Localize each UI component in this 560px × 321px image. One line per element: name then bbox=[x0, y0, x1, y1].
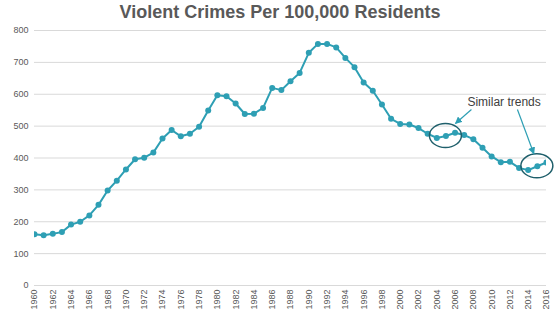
svg-text:700: 700 bbox=[13, 57, 28, 67]
html-text:Violent Crimes Per 100,000 Res: Violent Crimes Per 100,000 Residents bbox=[119, 2, 441, 22]
svg-text:300: 300 bbox=[13, 185, 28, 195]
svg-text:1992: 1992 bbox=[322, 290, 332, 310]
svg-text:1996: 1996 bbox=[359, 290, 369, 310]
svg-text:1988: 1988 bbox=[285, 290, 295, 310]
svg-text:2000: 2000 bbox=[395, 290, 405, 310]
svg-text:1980: 1980 bbox=[212, 290, 222, 310]
svg-text:1990: 1990 bbox=[304, 290, 314, 310]
svg-text:2014: 2014 bbox=[523, 290, 533, 310]
svg-text:2002: 2002 bbox=[413, 290, 423, 310]
svg-text:2008: 2008 bbox=[468, 290, 478, 310]
svg-text:2016: 2016 bbox=[541, 290, 551, 310]
svg-text:Similar trends: Similar trends bbox=[467, 95, 540, 109]
svg-text:1966: 1966 bbox=[84, 290, 94, 310]
svg-text:1976: 1976 bbox=[176, 290, 186, 310]
svg-text:1998: 1998 bbox=[377, 290, 387, 310]
svg-text:1994: 1994 bbox=[340, 290, 350, 310]
svg-text:0: 0 bbox=[23, 280, 28, 290]
svg-text:1974: 1974 bbox=[157, 290, 167, 310]
svg-text:200: 200 bbox=[13, 217, 28, 227]
svg-text:400: 400 bbox=[13, 153, 28, 163]
svg-text:2004: 2004 bbox=[432, 290, 442, 310]
svg-text:1968: 1968 bbox=[103, 290, 113, 310]
svg-text:1986: 1986 bbox=[267, 290, 277, 310]
svg-text:500: 500 bbox=[13, 121, 28, 131]
svg-text:800: 800 bbox=[13, 25, 28, 35]
svg-text:1982: 1982 bbox=[231, 290, 241, 310]
svg-text:2010: 2010 bbox=[487, 290, 497, 310]
svg-text:2012: 2012 bbox=[505, 290, 515, 310]
svg-text:1962: 1962 bbox=[48, 290, 58, 310]
svg-text:1972: 1972 bbox=[139, 290, 149, 310]
svg-text:2006: 2006 bbox=[450, 290, 460, 310]
svg-text:1984: 1984 bbox=[249, 290, 259, 310]
svg-text:1970: 1970 bbox=[121, 290, 131, 310]
svg-text:1978: 1978 bbox=[194, 290, 204, 310]
svg-text:1964: 1964 bbox=[66, 290, 76, 310]
svg-text:100: 100 bbox=[13, 249, 28, 259]
svg-text:600: 600 bbox=[13, 89, 28, 99]
svg-text:1960: 1960 bbox=[29, 290, 39, 310]
